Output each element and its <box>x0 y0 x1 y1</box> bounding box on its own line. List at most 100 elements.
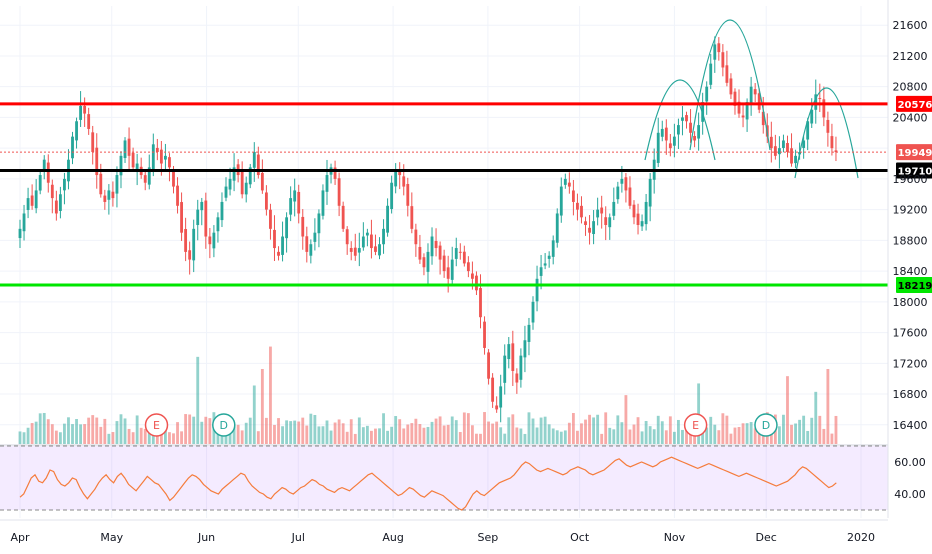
volume-bar <box>495 421 499 444</box>
volume-bar <box>293 420 297 444</box>
volume-bar <box>588 414 591 444</box>
candle-body <box>624 177 628 191</box>
volume-bar <box>147 430 151 444</box>
candle-body <box>616 186 620 200</box>
candle-body <box>390 182 394 210</box>
volume-bar <box>632 424 636 444</box>
volume-bar <box>131 432 135 444</box>
candle-body <box>454 248 458 259</box>
candle-body <box>487 352 490 379</box>
earnings-marker[interactable] <box>144 413 169 437</box>
candle-body <box>810 109 814 124</box>
candle-body <box>180 202 183 233</box>
candle-body <box>244 182 248 195</box>
candle-body <box>430 236 434 257</box>
candle-body <box>834 150 838 153</box>
volume-bar <box>539 417 543 444</box>
price-lines[interactable]: 20576 19710 18219 19949 <box>0 95 932 294</box>
marker-label: D <box>220 419 228 432</box>
volume-bar <box>414 418 418 444</box>
volume-bar <box>115 421 119 444</box>
candle-body <box>317 213 321 234</box>
volume-bar <box>446 424 450 444</box>
volume-bar <box>46 419 50 444</box>
candle-body <box>269 209 272 229</box>
candle-body <box>398 171 402 176</box>
volume-bar <box>551 428 555 444</box>
dividend-marker[interactable] <box>212 413 236 437</box>
volume-bar <box>248 417 252 444</box>
volume-bar <box>834 415 838 444</box>
volume-bar <box>196 356 200 444</box>
candle-body <box>733 91 737 106</box>
volume-bar <box>515 427 519 444</box>
candle-body <box>559 186 563 216</box>
candle-body <box>644 201 648 225</box>
volume-bar <box>782 414 785 444</box>
volume-bar <box>75 419 78 444</box>
candle-body <box>580 205 583 218</box>
volume-bar <box>584 419 587 444</box>
candle-body <box>749 86 753 105</box>
volume-bar <box>204 416 208 444</box>
candle-body <box>95 147 99 176</box>
volume-bar <box>527 412 531 444</box>
volume-bar <box>256 431 260 444</box>
candle-body <box>636 213 640 225</box>
volume-bar <box>672 431 676 444</box>
x-tick-label: Aug <box>382 531 403 544</box>
earnings-marker[interactable] <box>683 413 708 437</box>
candle-body <box>757 93 761 110</box>
volume-bar <box>200 421 204 444</box>
candle-body <box>301 216 305 237</box>
candle-body <box>91 132 95 152</box>
volume-bar <box>442 425 446 444</box>
volume-bar <box>483 412 486 444</box>
volume-bar <box>458 432 462 444</box>
candle-body <box>466 262 470 272</box>
volume-bar <box>38 413 42 444</box>
volume-bar <box>18 431 22 444</box>
candle-body <box>99 173 103 195</box>
volume-bar <box>636 417 640 444</box>
volume-bar <box>689 427 692 444</box>
y-tick-label: 21600 <box>893 19 928 32</box>
volume-bar <box>398 419 402 444</box>
volume-bar <box>709 416 713 444</box>
volume-bar <box>729 433 733 444</box>
volume-bar <box>644 420 648 444</box>
candle-body <box>604 217 608 225</box>
volume-bar <box>378 428 381 444</box>
candle-body <box>127 138 131 156</box>
volume-bar <box>67 417 70 444</box>
volume-bar <box>236 424 240 444</box>
volume-bar <box>725 415 729 444</box>
candle-body <box>592 221 596 235</box>
candle-body <box>293 190 297 202</box>
candle-body <box>103 195 107 202</box>
candle-body <box>600 207 604 214</box>
volume-bar <box>58 432 62 444</box>
candle-body <box>685 115 688 122</box>
volume-bar <box>487 421 490 444</box>
candle-body <box>737 101 741 114</box>
candle-body <box>677 125 680 135</box>
volume-bar <box>119 414 123 444</box>
x-tick-label: Jun <box>197 531 215 544</box>
candle-body <box>640 221 644 227</box>
volume-bar <box>499 427 503 444</box>
candle-body <box>418 246 422 260</box>
volume-bar <box>507 417 511 444</box>
rsi-panel[interactable] <box>0 444 888 511</box>
candle-body <box>172 171 175 187</box>
volume-bar <box>382 413 385 444</box>
volume-bar <box>341 423 345 444</box>
volume-bar <box>749 422 753 444</box>
volume-bar <box>180 431 183 444</box>
dividend-marker[interactable] <box>754 413 778 437</box>
candle-body <box>422 257 426 268</box>
volume-bar <box>571 413 575 444</box>
